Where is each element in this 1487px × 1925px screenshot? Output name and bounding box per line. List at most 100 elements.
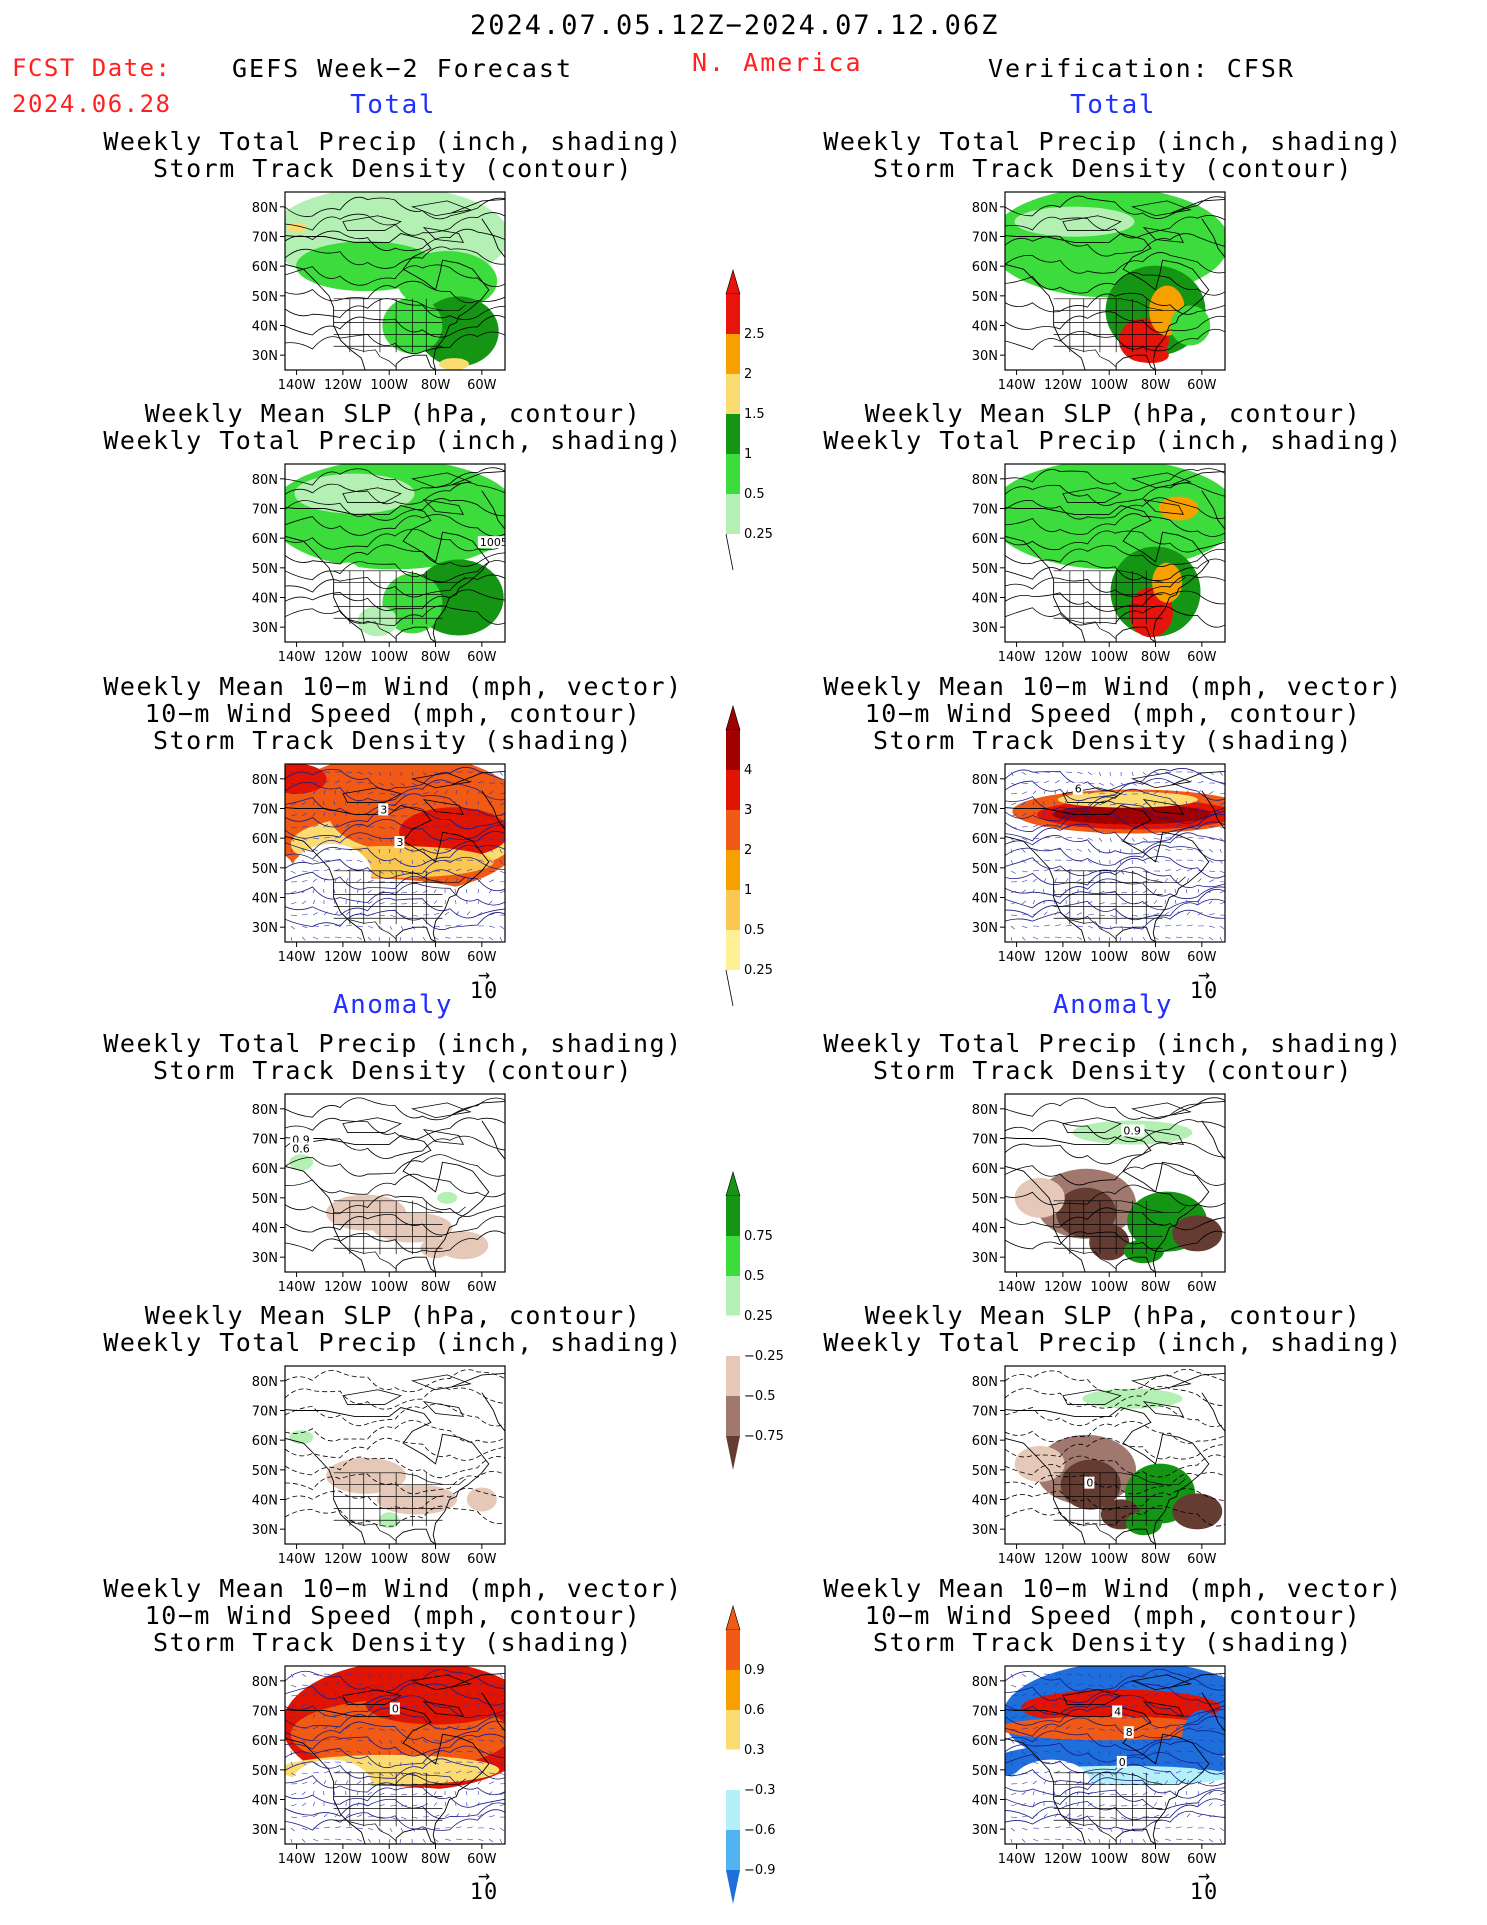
coastline-island (1062, 487, 1122, 503)
wind-vector (323, 1780, 327, 1785)
wind-vector (466, 1770, 473, 1774)
contour-line (285, 1695, 505, 1719)
wind-vector (1076, 859, 1083, 863)
wind-vector (455, 1738, 462, 1741)
shading-area (1014, 1177, 1065, 1218)
shading (289, 1154, 489, 1260)
wind-vector (1021, 870, 1028, 873)
wind-vector (290, 1739, 295, 1744)
wind-vector (290, 1804, 297, 1807)
wind-vector (290, 1695, 297, 1697)
wind-vector (1076, 1739, 1083, 1742)
wind-vector (1186, 936, 1193, 939)
wind-vector (422, 1803, 428, 1807)
title-ver-anom-slp: Weekly Mean SLP (hPa, contour) Weekly Tot… (823, 1301, 1403, 1357)
wind-vector (477, 790, 481, 795)
wind-vector (1164, 1780, 1168, 1785)
wind-vector (389, 1684, 395, 1689)
wind-vector (499, 1704, 505, 1708)
map-frame (1004, 1365, 1226, 1545)
wind-vector (1142, 936, 1146, 941)
wind-vector (345, 1725, 351, 1730)
wind-vector (367, 1761, 372, 1766)
wind-vector (356, 1814, 363, 1818)
map-frame (284, 763, 506, 943)
wind-vector (1054, 1813, 1059, 1818)
wind-vector (1131, 1793, 1138, 1796)
wind-vector (1197, 1838, 1204, 1842)
coastline-island (1130, 1674, 1192, 1691)
contour-line (285, 574, 505, 598)
wind-vector (1131, 914, 1138, 917)
wind-vector (378, 1761, 381, 1766)
wind-vector (1131, 837, 1135, 842)
wind-vector (1065, 823, 1071, 828)
wind-vector (1076, 1791, 1079, 1796)
wind-vector (378, 793, 385, 795)
wind-vector (1142, 880, 1149, 883)
wind-vector (1010, 1827, 1015, 1832)
lon-tick-label: 140W (278, 1552, 316, 1567)
wind-vector (312, 1761, 319, 1765)
title-fcst-anom-slp: Weekly Mean SLP (hPa, contour) Weekly Tot… (103, 1301, 683, 1357)
wind-vector (1032, 1790, 1035, 1796)
wind-vector (345, 1761, 352, 1763)
lat-tick-label: 50N (252, 1192, 278, 1207)
wind-vector (477, 1813, 483, 1818)
wind-vector (433, 879, 439, 883)
colorbar-segment (725, 1749, 741, 1791)
colorbar-segment (726, 374, 740, 414)
wind-vector (1120, 891, 1127, 894)
wind-vector (301, 1815, 308, 1818)
wind-vector (1054, 1838, 1061, 1840)
wind-vector (411, 1716, 418, 1719)
contour-line (1005, 605, 1225, 628)
contour-line (285, 331, 505, 355)
lon-tick-label: 120W (1044, 950, 1082, 965)
wind-vector (1087, 848, 1092, 853)
contour-label-bg (1072, 782, 1083, 795)
wind-vector (334, 1801, 336, 1807)
colorbar-segment (726, 1830, 740, 1870)
wind-vector (433, 771, 440, 775)
state-borders (1053, 1472, 1186, 1542)
lon-tick-label: 60W (467, 1552, 497, 1567)
lon-tick-label: 60W (1187, 1552, 1217, 1567)
wind-vector (1120, 1772, 1125, 1777)
map-frame (1004, 763, 1226, 943)
wind-vector (1054, 878, 1057, 883)
wind-vector (1065, 1761, 1072, 1763)
wind-vector (1208, 1827, 1215, 1830)
wind-vector (1010, 1816, 1017, 1818)
wind-vector (465, 800, 468, 806)
wind-vector (1175, 878, 1178, 883)
contour-line (1005, 482, 1225, 506)
wind-vector (1043, 1838, 1050, 1841)
wind-vector (1010, 890, 1017, 894)
coastline-island (1062, 1689, 1122, 1705)
title-ver-total-wind: Weekly Mean 10−m Wind (mph, vector) 10−m … (823, 672, 1403, 755)
wind-vector (1175, 1780, 1178, 1785)
shading-area (1052, 804, 1213, 825)
wind-vector (454, 1702, 457, 1708)
wind-vector (345, 1750, 352, 1753)
wind-vector (1043, 1780, 1047, 1785)
coastline-greenland (451, 770, 505, 830)
wind-vector (1208, 913, 1215, 916)
lon-tick-label: 80W (1141, 1852, 1171, 1867)
wind-vector (1197, 781, 1204, 784)
wind-vector (1021, 1714, 1027, 1719)
contour-line (285, 280, 505, 304)
contour-label: 1005 (480, 536, 508, 549)
wind-vector (367, 925, 374, 929)
coastline-greenland (1171, 470, 1225, 530)
wind-vector (1021, 1838, 1026, 1843)
wind-vector (488, 1838, 494, 1843)
lat-tick-label: 30N (972, 1251, 998, 1266)
wind-vector (301, 1781, 308, 1785)
wind-vector (312, 1772, 319, 1774)
contour-label-bg (1084, 1476, 1095, 1489)
wind-vector (1208, 936, 1214, 941)
